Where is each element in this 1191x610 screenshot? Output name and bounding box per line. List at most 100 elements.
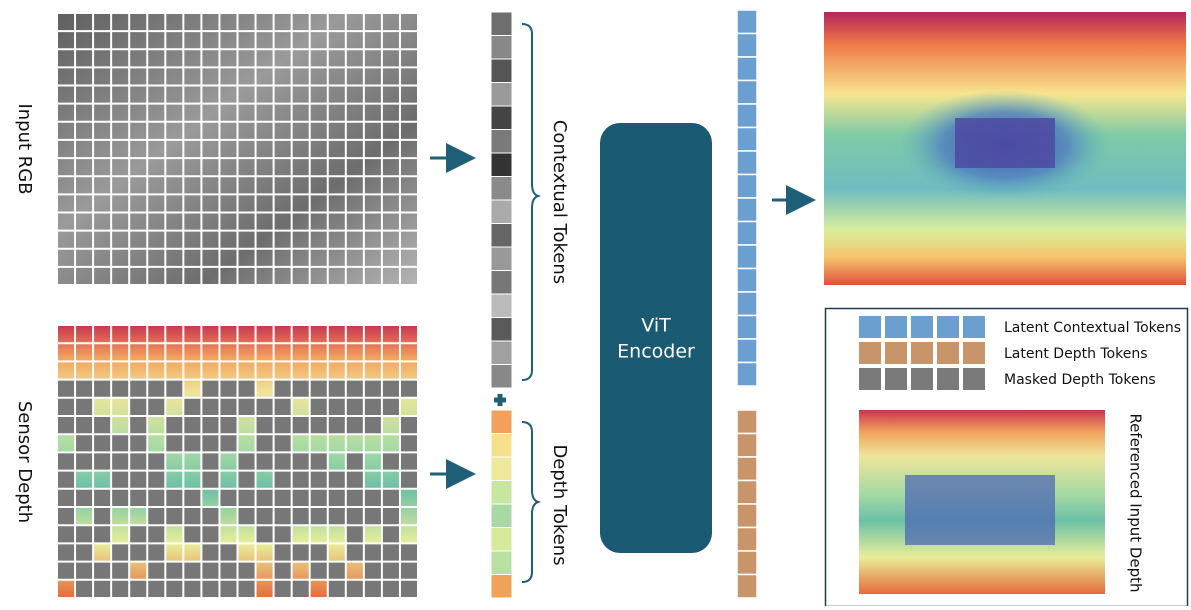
- masked-cell: [327, 379, 346, 398]
- contextual-token: [490, 129, 513, 154]
- legend-swatch: [885, 368, 907, 390]
- contextual-token: [490, 176, 513, 201]
- contextual-token: [490, 270, 513, 295]
- masked-cell: [147, 507, 166, 526]
- contextual-token: [490, 105, 513, 130]
- masked-cell: [291, 488, 310, 507]
- legend-swatch: [911, 368, 933, 390]
- latent-contextual-token: [736, 56, 758, 82]
- masked-cell: [291, 543, 310, 562]
- legend-swatch: [859, 368, 881, 390]
- masked-cell: [165, 561, 184, 580]
- masked-cell: [363, 561, 382, 580]
- masked-cell: [183, 488, 202, 507]
- masked-cell: [363, 416, 382, 435]
- masked-cell: [291, 416, 310, 435]
- masked-cell: [93, 416, 112, 435]
- masked-cell: [219, 397, 238, 416]
- legend-swatch: [963, 368, 985, 390]
- masked-cell: [273, 470, 292, 489]
- masked-cell: [75, 525, 94, 544]
- masked-cell: [291, 452, 310, 471]
- legend-swatch: [937, 342, 959, 364]
- contextual-token: [490, 82, 513, 107]
- latent-contextual-token: [736, 197, 758, 223]
- masked-cell: [57, 525, 76, 544]
- masked-cell: [345, 507, 364, 526]
- masked-cell: [147, 379, 166, 398]
- legend-swatch: [963, 342, 985, 364]
- masked-cell: [129, 434, 148, 453]
- masked-cell: [165, 434, 184, 453]
- masked-cell: [111, 543, 130, 562]
- masked-cell: [237, 470, 256, 489]
- masked-cell: [111, 434, 130, 453]
- brace: [521, 421, 542, 583]
- masked-cell: [255, 397, 274, 416]
- masked-cell: [129, 452, 148, 471]
- legend-swatch: [859, 316, 881, 338]
- masked-cell: [201, 561, 220, 580]
- masked-cell: [309, 507, 328, 526]
- masked-cell: [309, 561, 328, 580]
- masked-cell: [165, 579, 184, 598]
- contextual-token: [490, 199, 513, 224]
- masked-cell: [345, 397, 364, 416]
- depth-token: [490, 527, 513, 552]
- masked-cell: [273, 525, 292, 544]
- masked-cell: [237, 379, 256, 398]
- input-rgb-label: Input RGB: [14, 103, 35, 194]
- contextual-token: [490, 58, 513, 83]
- masked-cell: [309, 416, 328, 435]
- depth-tokens-label: Depth Tokens: [549, 444, 570, 565]
- legend-swatch: [885, 342, 907, 364]
- masked-cell: [129, 525, 148, 544]
- masked-cell: [381, 397, 400, 416]
- masked-cell: [57, 452, 76, 471]
- masked-cell: [93, 525, 112, 544]
- masked-cell: [363, 379, 382, 398]
- legend-swatch: [963, 316, 985, 338]
- masked-cell: [381, 507, 400, 526]
- encoder-label: ViT: [641, 315, 671, 337]
- depth-token: [490, 550, 513, 575]
- masked-cell: [147, 543, 166, 562]
- masked-cell: [75, 416, 94, 435]
- masked-cell: [345, 452, 364, 471]
- masked-cell: [309, 470, 328, 489]
- masked-cell: [147, 397, 166, 416]
- masked-cell: [183, 397, 202, 416]
- latent-depth-token: [736, 573, 758, 599]
- masked-cell: [273, 416, 292, 435]
- contextual-token: [490, 11, 513, 36]
- masked-cell: [327, 507, 346, 526]
- masked-cell: [75, 397, 94, 416]
- masked-cell: [75, 488, 94, 507]
- masked-cell: [381, 543, 400, 562]
- legend-label: Latent Depth Tokens: [1004, 346, 1148, 362]
- masked-cell: [219, 434, 238, 453]
- masked-cell: [57, 379, 76, 398]
- masked-cell: [219, 416, 238, 435]
- masked-cell: [255, 507, 274, 526]
- latent-contextual-token: [736, 220, 758, 246]
- masked-cell: [57, 543, 76, 562]
- latent-contextual-token: [736, 291, 758, 317]
- depth-token: [490, 456, 513, 481]
- masked-cell: [93, 434, 112, 453]
- masked-cell: [309, 543, 328, 562]
- masked-cell: [57, 488, 76, 507]
- masked-cell: [201, 507, 220, 526]
- masked-cell: [291, 579, 310, 598]
- masked-cell: [381, 525, 400, 544]
- masked-cell: [255, 434, 274, 453]
- masked-cell: [381, 379, 400, 398]
- latent-contextual-token: [736, 9, 758, 35]
- masked-cell: [237, 397, 256, 416]
- masked-cell: [93, 488, 112, 507]
- masked-cell: [201, 525, 220, 544]
- masked-cell: [399, 452, 418, 471]
- masked-cell: [381, 561, 400, 580]
- masked-cell: [93, 579, 112, 598]
